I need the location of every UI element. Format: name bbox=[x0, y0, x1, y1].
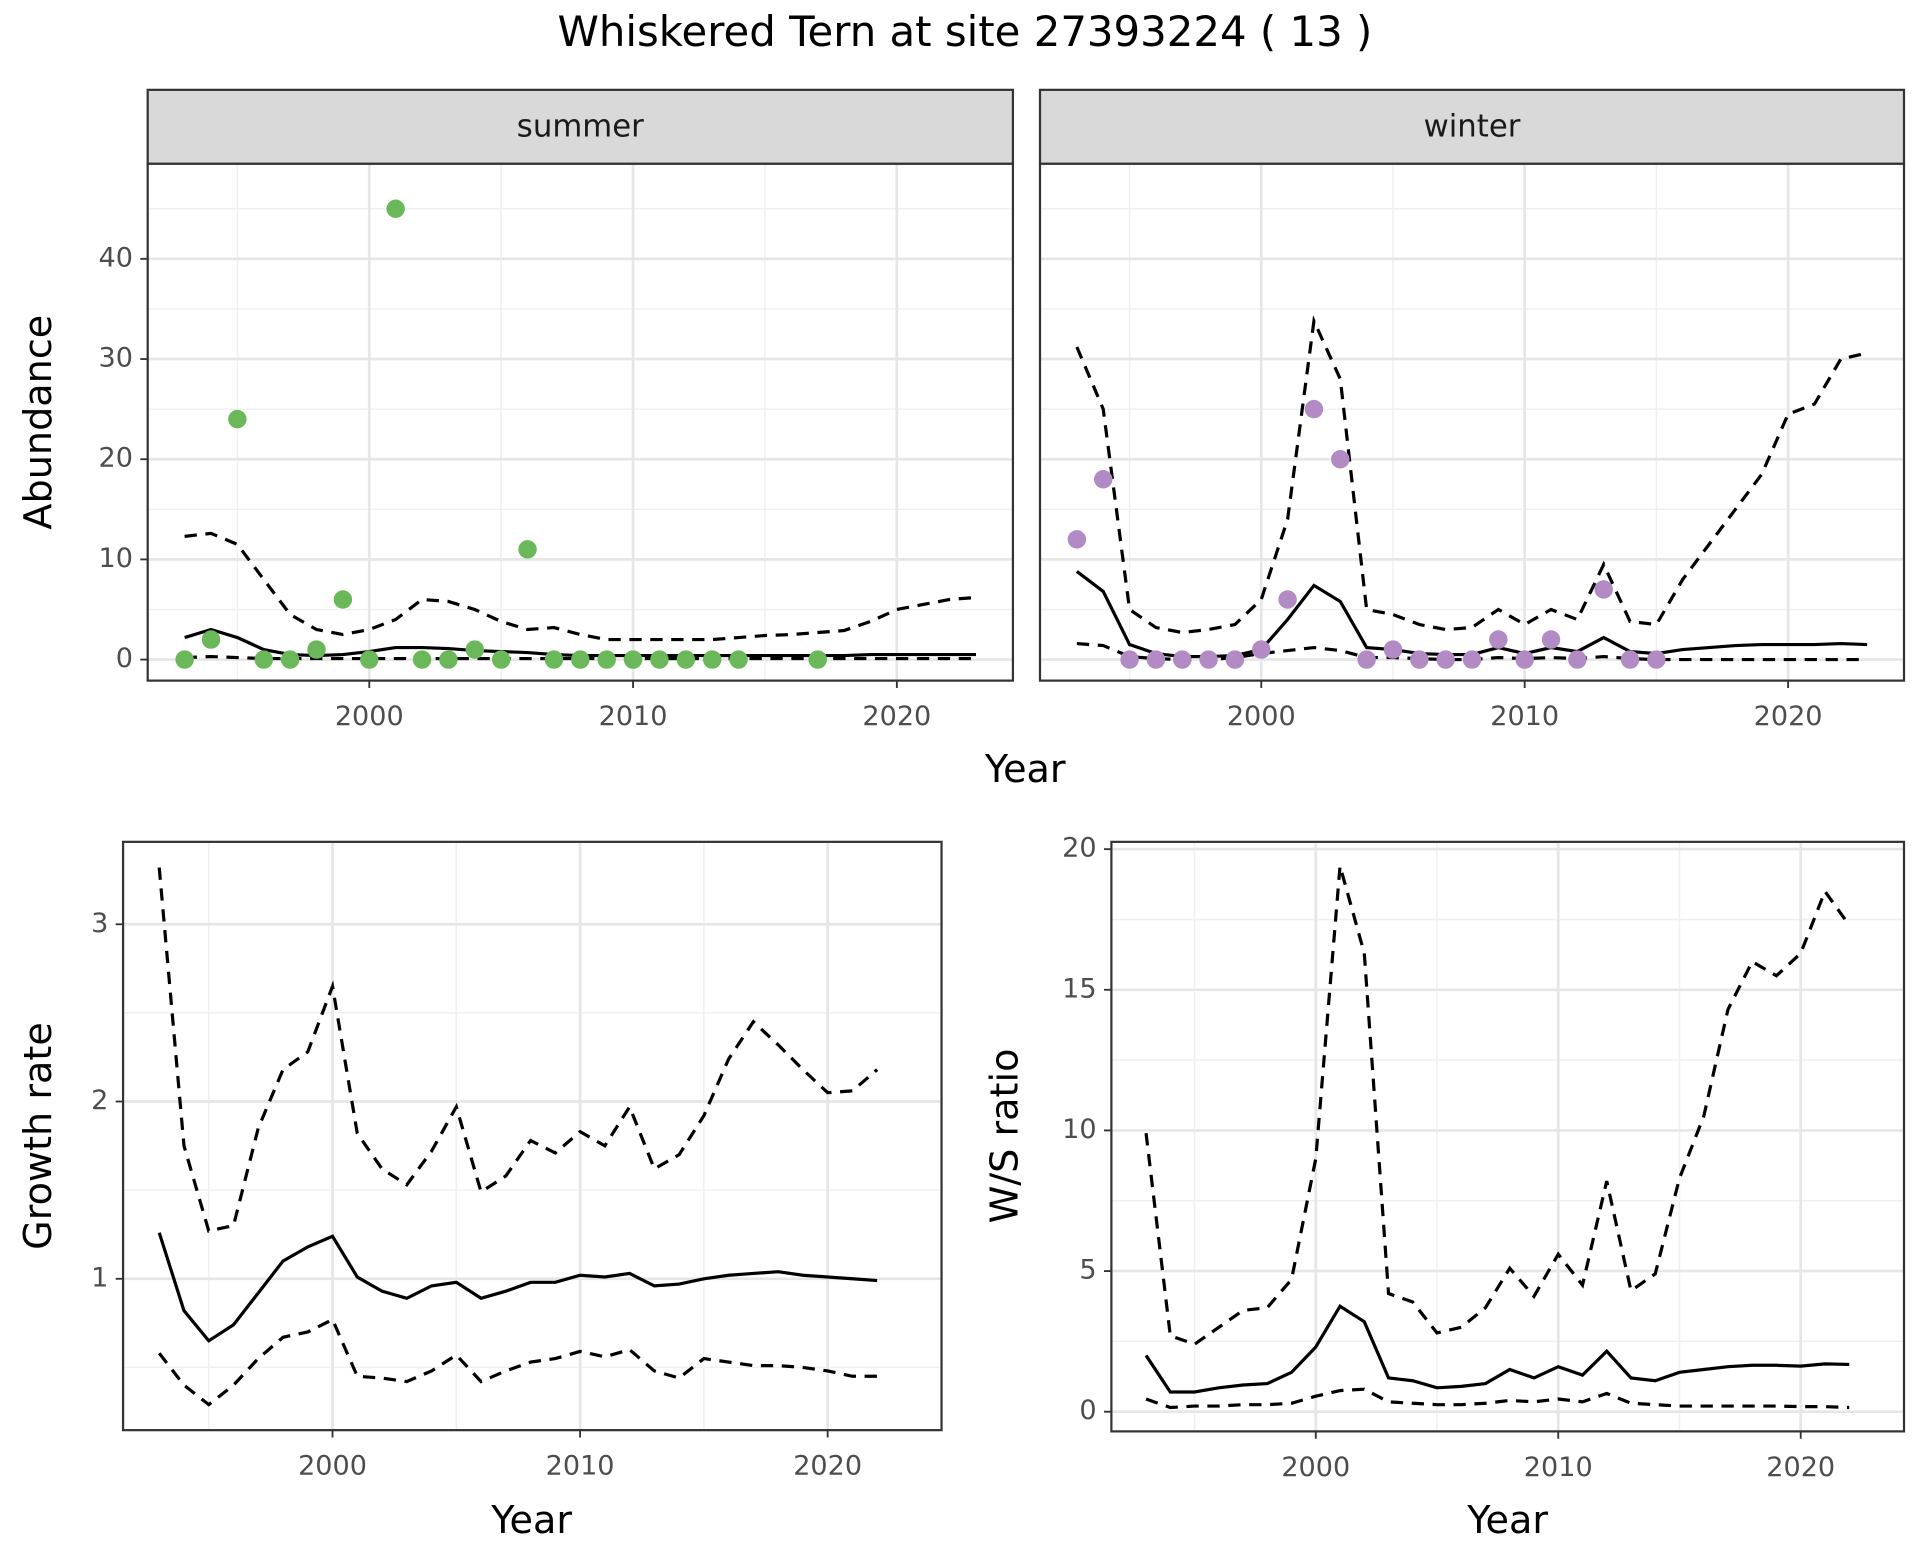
x-tick-label: 2000 bbox=[1227, 701, 1296, 732]
data-point bbox=[1173, 650, 1192, 669]
data-point bbox=[1620, 650, 1640, 669]
data-point bbox=[1436, 650, 1455, 669]
data-point bbox=[307, 640, 326, 659]
y-tick-label: 10 bbox=[98, 543, 132, 574]
y-tick-label: 0 bbox=[1079, 1395, 1096, 1426]
x-tick-label: 2020 bbox=[1766, 1452, 1835, 1483]
data-point bbox=[1331, 449, 1350, 469]
data-point bbox=[808, 650, 827, 669]
plot-panel bbox=[123, 841, 942, 1431]
data-point bbox=[1067, 530, 1087, 549]
data-point bbox=[650, 650, 669, 669]
panel-border bbox=[121, 840, 943, 1432]
y-tick-label: 1 bbox=[91, 1262, 108, 1293]
figure-title: Whiskered Tern at site 27393224 ( 13 ) bbox=[557, 7, 1372, 56]
facet-strip bbox=[1038, 88, 1906, 165]
data-point bbox=[360, 650, 379, 669]
y-axis-title: Abundance bbox=[16, 315, 60, 530]
data-point bbox=[1541, 630, 1561, 649]
data-point bbox=[1489, 630, 1508, 649]
x-tick-label: 2000 bbox=[298, 1451, 367, 1482]
data-point bbox=[491, 650, 511, 669]
x-tick-label: 2020 bbox=[793, 1451, 862, 1482]
y-tick-label: 10 bbox=[1062, 1114, 1096, 1145]
x-tick-label: 2000 bbox=[335, 701, 404, 732]
data-point bbox=[702, 650, 722, 669]
x-axis-title: Year bbox=[1466, 1498, 1548, 1542]
data-point bbox=[1093, 470, 1113, 489]
facet-label: winter bbox=[1424, 108, 1521, 144]
data-point bbox=[676, 650, 696, 669]
y-tick-label: 0 bbox=[116, 643, 133, 674]
x-tick-label: 2010 bbox=[599, 701, 668, 732]
y-tick-label: 2 bbox=[91, 1085, 108, 1116]
data-point bbox=[544, 650, 564, 669]
y-tick-label: 20 bbox=[98, 443, 132, 474]
data-point bbox=[623, 650, 643, 669]
y-tick-label: 5 bbox=[1079, 1255, 1096, 1286]
facet-label: summer bbox=[517, 108, 644, 144]
data-point bbox=[201, 630, 221, 649]
x-tick-label: 2010 bbox=[1524, 1452, 1593, 1483]
series-line bbox=[157, 1232, 878, 1343]
data-point bbox=[518, 540, 537, 559]
data-point bbox=[1304, 399, 1324, 419]
data-point bbox=[228, 409, 247, 429]
series-line bbox=[184, 531, 977, 642]
panel-border bbox=[1110, 840, 1906, 1433]
data-point bbox=[1647, 650, 1666, 669]
data-point bbox=[1120, 650, 1139, 669]
data-point bbox=[571, 650, 590, 669]
y-axis-title: W/S ratio bbox=[982, 1049, 1026, 1224]
data-point bbox=[1410, 650, 1429, 669]
data-point bbox=[729, 650, 748, 669]
plot-panel bbox=[1111, 841, 1904, 1432]
facet-strip bbox=[146, 88, 1015, 165]
y-tick-label: 30 bbox=[98, 343, 132, 374]
data-point bbox=[439, 650, 458, 669]
data-point bbox=[1383, 640, 1403, 659]
data-point bbox=[254, 650, 273, 669]
x-axis-title: Year bbox=[490, 1498, 572, 1542]
data-point bbox=[465, 640, 485, 659]
data-point bbox=[1357, 650, 1376, 669]
x-tick-label: 2010 bbox=[546, 1451, 615, 1482]
data-point bbox=[1199, 650, 1218, 669]
series-line bbox=[1145, 1387, 1850, 1410]
data-point bbox=[280, 650, 300, 669]
series-line bbox=[157, 1317, 878, 1407]
data-point bbox=[1515, 650, 1534, 669]
data-point bbox=[1252, 640, 1271, 659]
y-tick-label: 3 bbox=[91, 908, 108, 939]
data-point bbox=[1462, 650, 1482, 669]
data-point bbox=[175, 650, 194, 669]
series-line bbox=[1075, 315, 1868, 635]
y-tick-label: 40 bbox=[98, 242, 132, 273]
x-tick-label: 2020 bbox=[1754, 701, 1823, 732]
x-tick-label: 2000 bbox=[1281, 1452, 1350, 1483]
plot-panel bbox=[1040, 163, 1904, 681]
series-line bbox=[157, 867, 879, 1233]
series-line bbox=[1144, 865, 1851, 1346]
series-line bbox=[1144, 1303, 1850, 1394]
data-point bbox=[1568, 650, 1587, 669]
y-tick-label: 15 bbox=[1062, 973, 1096, 1004]
data-point bbox=[597, 650, 616, 669]
y-axis-title: Growth rate bbox=[16, 1022, 60, 1250]
x-tick-label: 2020 bbox=[862, 701, 931, 732]
data-point bbox=[1225, 650, 1245, 669]
data-point bbox=[386, 199, 405, 219]
plot-panel bbox=[147, 163, 1013, 681]
data-point bbox=[1146, 650, 1166, 669]
data-point bbox=[1594, 580, 1613, 599]
y-tick-label: 20 bbox=[1062, 833, 1096, 864]
data-point bbox=[1278, 590, 1297, 609]
x-tick-label: 2010 bbox=[1490, 701, 1559, 732]
data-point bbox=[412, 650, 432, 669]
x-axis-title: Year bbox=[984, 747, 1066, 791]
data-point bbox=[333, 590, 353, 609]
